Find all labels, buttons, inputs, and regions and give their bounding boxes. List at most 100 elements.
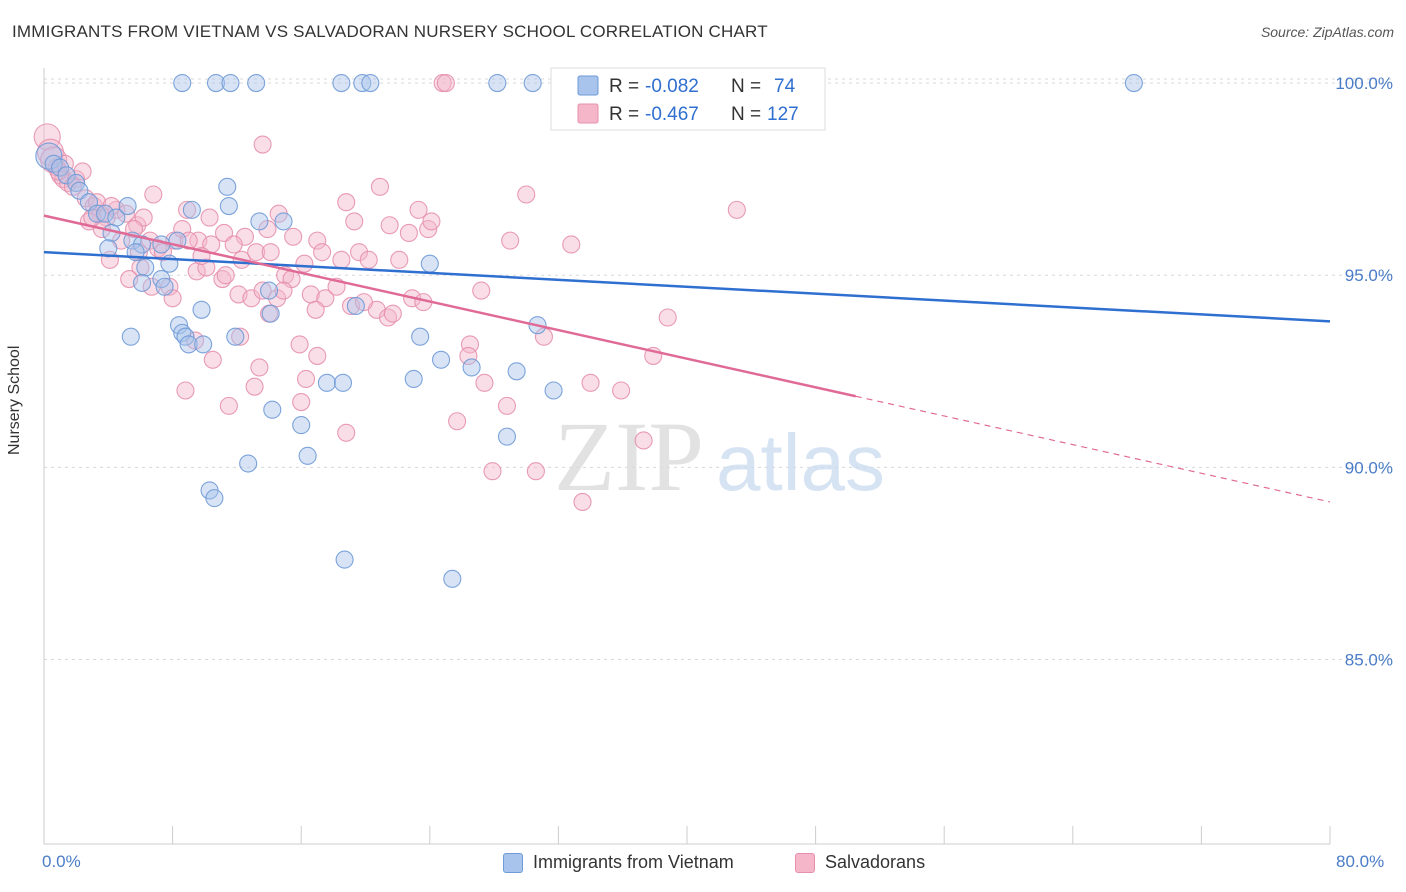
legend-n-value-1: 74	[774, 76, 796, 97]
salvadoran-point	[153, 243, 173, 262]
vietnam-point	[136, 258, 155, 277]
salvadoran-point	[200, 208, 219, 227]
salvadoran-point	[306, 300, 325, 319]
salvadoran-point	[634, 431, 653, 450]
salvadoran-point	[422, 212, 441, 231]
salvadoran-point	[231, 327, 250, 346]
salvadoran-point	[316, 289, 335, 308]
vietnam-point	[404, 369, 423, 389]
vietnam-point	[497, 427, 517, 446]
salvadoran-point	[359, 250, 378, 269]
vietnam-point	[155, 277, 174, 296]
legend-r-label-1: R =	[609, 76, 639, 97]
vietnam-point	[226, 327, 245, 346]
vietnam-point	[57, 166, 76, 185]
y-axis-label: Nursery School	[6, 345, 23, 455]
salvadoran-point	[448, 412, 467, 431]
salvadoran-point	[245, 377, 264, 396]
watermark-zip: ZIP	[554, 401, 704, 512]
legend-swatch-blue	[503, 852, 523, 873]
salvadoran-point	[501, 231, 520, 250]
vietnam-point	[96, 204, 115, 223]
salvadoran-point	[142, 277, 161, 296]
vietnam-point	[420, 254, 439, 273]
vietnam-point	[247, 74, 266, 93]
vietnam-point	[292, 416, 311, 435]
salvadoran-point	[612, 381, 631, 400]
salvadoran-point	[219, 396, 238, 415]
y-tick-labels: 85.0% 90.0% 95.0% 100.0%	[1335, 74, 1393, 669]
vietnam-point	[333, 373, 353, 392]
salvadoran-point	[102, 196, 121, 216]
salvadoran-point	[472, 281, 491, 300]
vietnam-point	[523, 74, 542, 93]
vietnam-point	[263, 400, 282, 419]
salvadoran-point	[124, 220, 144, 239]
salvadoran-point	[308, 231, 327, 250]
salvadoran-point	[295, 254, 314, 273]
salvadoran-point	[134, 208, 153, 227]
salvadoran-point	[216, 266, 235, 285]
salvadoran-point	[370, 177, 390, 196]
salvadoran-point	[313, 243, 332, 262]
vietnam-point	[221, 74, 240, 93]
legend-swatch-salvadorans	[577, 103, 599, 124]
salvadoran-point	[144, 185, 163, 204]
vietnam-point	[218, 177, 237, 196]
salvadoran-point	[658, 308, 677, 327]
vietnam-point	[179, 335, 198, 354]
salvadoran-point	[526, 462, 545, 481]
salvadoran-point	[224, 235, 243, 254]
legend-label-vietnam: Immigrants from Vietnam	[533, 852, 734, 872]
vietnam-point	[35, 142, 63, 170]
vietnam-point	[205, 489, 224, 508]
salvadoran-point	[292, 392, 311, 412]
vietnam-point	[1124, 74, 1143, 93]
salvadoran-point	[250, 358, 269, 377]
vietnam-point	[219, 196, 238, 216]
source-credit: Source: ZipAtlas.com	[1260, 24, 1394, 40]
salvadoran-point	[332, 250, 351, 269]
vietnam-point	[118, 196, 137, 216]
salvadoran-point	[290, 335, 309, 354]
vietnam-point	[259, 281, 279, 300]
vietnam-point	[274, 212, 293, 231]
x-axis-max-label: 80.0%	[1336, 852, 1385, 871]
vietnam-point	[192, 300, 211, 319]
salvadoran-point	[345, 212, 364, 231]
legend-swatch-pink	[795, 852, 815, 873]
vietnam-point	[544, 381, 563, 400]
vietnam-point	[194, 335, 213, 354]
salvadoran-point	[390, 250, 409, 269]
salvadoran-point	[399, 223, 418, 242]
vietnam-point	[206, 74, 226, 93]
watermark-atlas: atlas	[716, 418, 885, 507]
vietnam-point	[346, 296, 365, 316]
salvadoran-point	[534, 327, 553, 346]
salvadoran-point	[116, 204, 136, 223]
salvadoran-point	[253, 281, 272, 300]
chart-title: IMMIGRANTS FROM VIETNAM VS SALVADORAN NU…	[12, 22, 768, 41]
salvadoran-point	[173, 220, 192, 239]
trend-layer	[43, 214, 1331, 503]
salvadoran-point	[727, 200, 746, 219]
legend-item-salvadorans: Salvadorans	[795, 852, 925, 873]
vietnam-point	[317, 373, 336, 392]
salvadoran-point	[475, 373, 494, 392]
salvadoran-point	[308, 346, 327, 365]
legend-item-vietnam: Immigrants from Vietnam	[503, 852, 734, 873]
vietnam-point	[507, 362, 526, 381]
legend-n-label-2: N =	[731, 104, 761, 125]
salvadoran-point	[436, 74, 455, 93]
watermark: ZIP atlas	[554, 401, 885, 512]
salvadoran-point	[261, 243, 280, 262]
salvadoran-point	[562, 235, 581, 254]
salvadoran-point	[296, 369, 316, 389]
vietnam-point	[133, 273, 152, 292]
salvadoran-point	[176, 381, 195, 400]
vietnam-point	[133, 235, 152, 254]
salvadoran-point	[409, 200, 428, 219]
y-tick-label: 100.0%	[1335, 74, 1393, 93]
y-tick-label: 90.0%	[1345, 458, 1393, 477]
